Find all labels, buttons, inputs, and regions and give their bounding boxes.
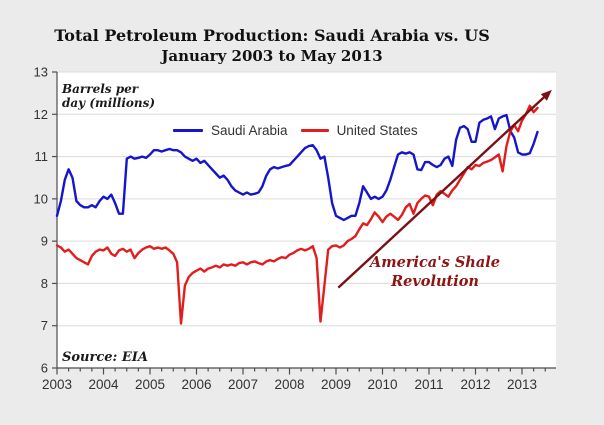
shale-annotation: America's Shale Revolution	[355, 253, 515, 291]
x-tick-label: 2006	[181, 377, 211, 392]
y-tick-label: 7	[41, 318, 48, 333]
plot-background	[57, 72, 556, 368]
shale-annotation-line-2: Revolution	[391, 273, 479, 290]
shale-annotation-line-1: America's Shale	[370, 254, 500, 271]
y-tick-label: 10	[34, 191, 48, 206]
y-axis-note-line-2: day (millions)	[62, 95, 156, 110]
y-tick-label: 13	[34, 65, 48, 80]
y-tick-label: 12	[34, 107, 48, 122]
y-axis-note-line-1: Barrels per	[62, 82, 139, 96]
x-tick-label: 2011	[414, 377, 443, 392]
legend-swatch-saudi-line-icon	[173, 128, 203, 132]
chart-title: Total Petroleum Production: Saudi Arabia…	[0, 26, 544, 66]
x-tick-label: 2013	[507, 377, 537, 392]
x-tick-label: 2005	[135, 377, 165, 392]
x-tick-label: 2004	[88, 377, 119, 392]
x-tick-label: 2003	[42, 377, 72, 392]
shale-arrow	[337, 96, 545, 289]
y-tick-label: 11	[35, 149, 49, 164]
legend: Saudi Arabia United States	[173, 122, 418, 138]
legend-swatch-us-line-icon	[300, 128, 329, 132]
shale-arrow-head-icon	[540, 89, 552, 101]
title-line-1: Total Petroleum Production: Saudi Arabia…	[54, 26, 490, 45]
y-tick-label: 6	[41, 361, 48, 376]
title-line-2: January 2003 to May 2013	[161, 47, 383, 65]
legend-label-us: United States	[336, 122, 418, 138]
x-tick-label: 2009	[321, 377, 351, 392]
united-states-line	[55, 104, 539, 325]
x-tick-label: 2010	[367, 377, 397, 392]
x-tick-label: 2008	[274, 377, 304, 392]
y-tick-label: 8	[41, 276, 48, 291]
source-note: Source: EIA	[62, 350, 148, 365]
x-tick-label: 2012	[460, 377, 490, 392]
y-tick-label: 9	[41, 234, 48, 249]
saudi-arabia-line	[55, 113, 539, 222]
x-tick-label: 2007	[228, 377, 258, 392]
legend-label-saudi: Saudi Arabia	[211, 122, 288, 138]
y-axis-note: Barrels per day (millions)	[62, 82, 156, 110]
